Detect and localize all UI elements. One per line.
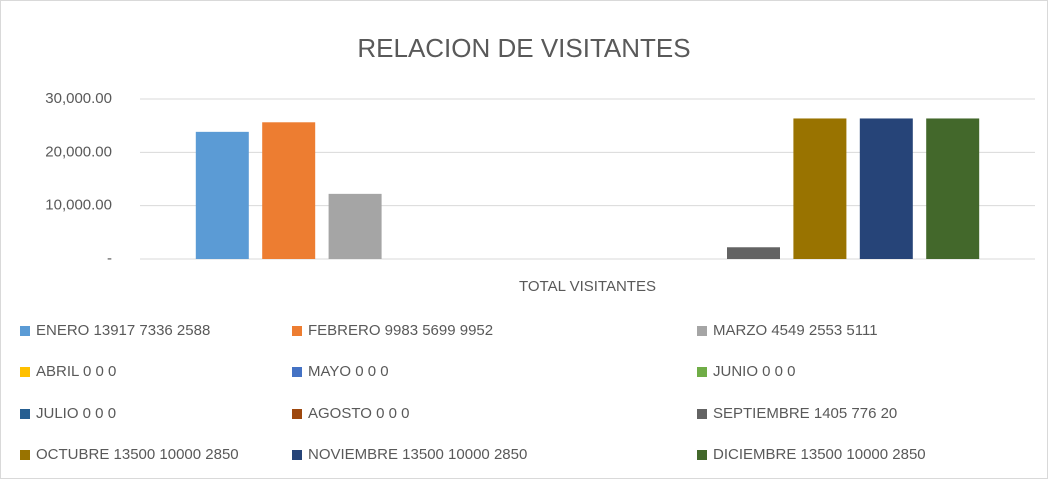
bar — [328, 193, 382, 259]
legend-swatch — [292, 367, 302, 377]
legend-swatch — [292, 326, 302, 336]
y-tick-label: - — [107, 250, 112, 267]
bar — [859, 118, 913, 259]
legend-label: OCTUBRE 13500 10000 2850 — [36, 446, 239, 463]
legend-label: DICIEMBRE 13500 10000 2850 — [713, 446, 926, 463]
legend-label: JUNIO 0 0 0 — [713, 363, 796, 380]
x-tick-label: TOTAL VISITANTES — [519, 278, 656, 295]
legend-label: AGOSTO 0 0 0 — [308, 405, 409, 422]
legend-label: ABRIL 0 0 0 — [36, 363, 116, 380]
bar — [195, 131, 249, 259]
chart-title: RELACION DE VISITANTES — [357, 33, 690, 63]
bar — [926, 118, 980, 259]
y-tick-label: 30,000.00 — [45, 90, 112, 107]
legend-swatch — [20, 367, 30, 377]
legend-swatch — [20, 326, 30, 336]
legend-label: MAYO 0 0 0 — [308, 363, 389, 380]
legend-label: FEBRERO 9983 5699 9952 — [308, 322, 493, 339]
y-tick-label: 10,000.00 — [45, 197, 112, 214]
bar — [262, 122, 316, 259]
legend-swatch — [697, 450, 707, 460]
legend-label: NOVIEMBRE 13500 10000 2850 — [308, 446, 527, 463]
legend-swatch — [292, 450, 302, 460]
bar — [727, 247, 780, 259]
legend-label: MARZO 4549 2553 5111 — [713, 322, 878, 339]
legend-swatch — [697, 326, 707, 336]
legend-label: ENERO 13917 7336 2588 — [36, 322, 210, 339]
legend-label: JULIO 0 0 0 — [36, 405, 116, 422]
legend-swatch — [20, 450, 30, 460]
y-tick-label: 20,000.00 — [45, 143, 112, 160]
legend-label: SEPTIEMBRE 1405 776 20 — [713, 405, 897, 422]
legend-swatch — [20, 409, 30, 419]
legend-swatch — [697, 409, 707, 419]
legend-swatch — [697, 367, 707, 377]
legend-swatch — [292, 409, 302, 419]
bar — [793, 118, 847, 259]
